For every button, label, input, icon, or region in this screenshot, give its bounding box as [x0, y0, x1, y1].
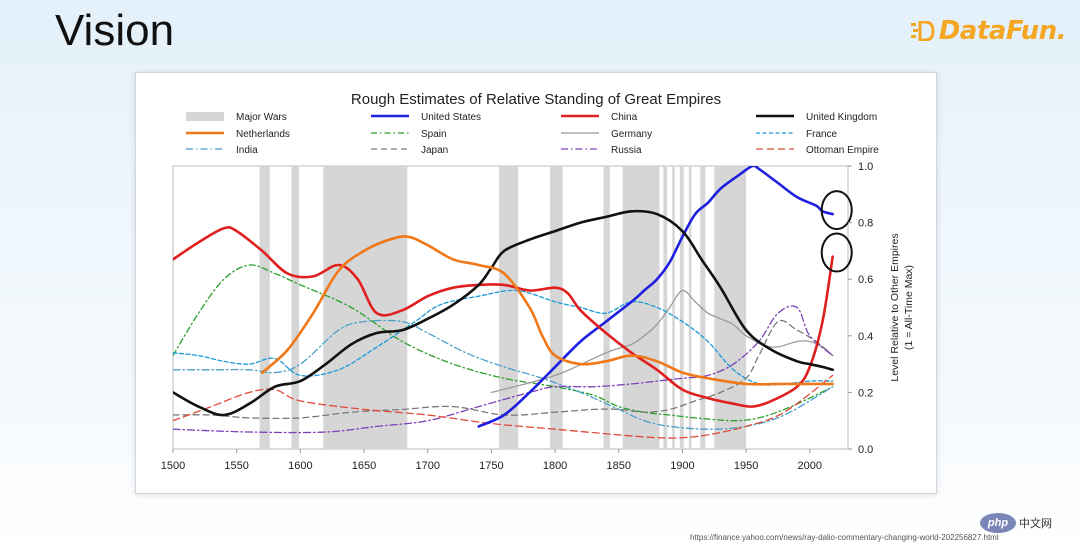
- war-band-9: [679, 166, 684, 449]
- chart-card: Rough Estimates of Relative Standing of …: [135, 72, 937, 494]
- y-tick-label-1.0: 1.0: [858, 161, 873, 173]
- datafun-logo-icon: [910, 21, 935, 41]
- legend-label-china: China: [611, 112, 638, 123]
- legend-label-india: India: [236, 145, 258, 156]
- x-tick-label-1850: 1850: [607, 460, 631, 472]
- x-tick-label-2000: 2000: [798, 460, 822, 472]
- legend-label-united-kingdom: United Kingdom: [806, 112, 877, 123]
- slide-title: Vision: [55, 6, 175, 55]
- legend-label-spain: Spain: [421, 129, 447, 140]
- series-line-japan: [173, 319, 834, 420]
- x-tick-label-1800: 1800: [543, 460, 567, 472]
- highlight-circle-china: [820, 232, 853, 273]
- x-tick-label-1900: 1900: [670, 460, 694, 472]
- x-tick-label-1600: 1600: [288, 460, 312, 472]
- war-band-8: [672, 166, 675, 449]
- y-tick-label-0.2: 0.2: [858, 387, 873, 399]
- source-url: https://finance.yahoo.com/news/ray-dalio…: [690, 533, 999, 542]
- series-line-netherlands: [260, 235, 834, 386]
- chart-title: Rough Estimates of Relative Standing of …: [351, 91, 721, 108]
- datafun-logo-text: DataFun.: [938, 16, 1067, 46]
- php-watermark: php 中文网: [980, 513, 1052, 533]
- war-band-5: [603, 166, 610, 449]
- x-tick-label-1650: 1650: [352, 460, 376, 472]
- datafun-logo: DataFun.: [910, 16, 1067, 46]
- series-line-china: [173, 226, 834, 408]
- war-band-2: [323, 166, 408, 449]
- series-line-germany: [490, 289, 834, 394]
- war-band-6: [622, 166, 660, 449]
- y-tick-label-0.4: 0.4: [858, 331, 873, 343]
- war-band-1: [291, 166, 300, 449]
- legend-label-germany: Germany: [611, 129, 652, 140]
- series-line-united-states: [477, 166, 834, 428]
- php-logo: php: [980, 513, 1016, 533]
- y-axis-label-sub: (1 = All-Time Max): [903, 265, 915, 350]
- highlight-circle-us: [820, 190, 853, 231]
- series-line-russia: [173, 305, 834, 434]
- empires-line-chart: Rough Estimates of Relative Standing of …: [161, 91, 915, 472]
- x-tick-label-1700: 1700: [415, 460, 439, 472]
- series-line-india: [173, 319, 834, 430]
- y-axis-label: Level Relative to Other Empires: [889, 233, 901, 381]
- legend-swatch-major-wars: [186, 112, 224, 121]
- series-line-france: [173, 289, 834, 386]
- legend-label-major-wars: Major Wars: [236, 112, 287, 123]
- x-tick-label-1500: 1500: [161, 460, 185, 472]
- php-watermark-text: 中文网: [1019, 517, 1052, 530]
- legend-label-netherlands: Netherlands: [236, 129, 290, 140]
- x-tick-label-1550: 1550: [224, 460, 248, 472]
- series-line-ottoman-empire: [173, 374, 834, 439]
- series-line-united-kingdom: [173, 209, 834, 417]
- y-tick-label-0.8: 0.8: [858, 218, 873, 230]
- y-tick-label-0.6: 0.6: [858, 274, 873, 286]
- x-tick-label-1750: 1750: [479, 460, 503, 472]
- war-band-0: [259, 166, 270, 449]
- war-band-7: [663, 166, 668, 449]
- legend-label-france: France: [806, 129, 838, 140]
- y-tick-label-0.0: 0.0: [858, 444, 873, 456]
- war-band-4: [549, 166, 563, 449]
- war-band-10: [688, 166, 692, 449]
- war-band-11: [700, 166, 706, 449]
- x-tick-label-1950: 1950: [734, 460, 758, 472]
- legend-label-russia: Russia: [611, 145, 642, 156]
- legend-label-ottoman-empire: Ottoman Empire: [806, 145, 879, 156]
- legend-label-united-states: United States: [421, 112, 481, 123]
- legend-label-japan: Japan: [421, 145, 448, 156]
